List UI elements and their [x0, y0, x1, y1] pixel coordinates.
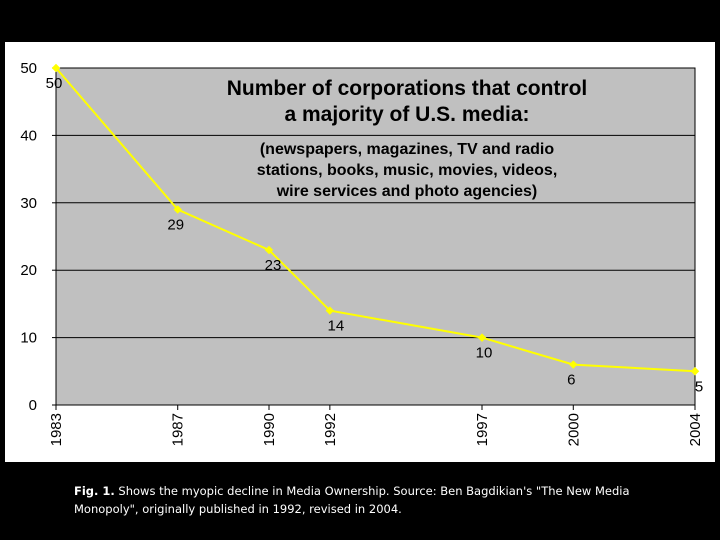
- chart-title-line-1: Number of corporations that control: [227, 77, 588, 100]
- x-tick-label-1987: 1987: [170, 413, 187, 446]
- line-chart: 0 10 20 30 40 50 1983 1987 1990 1992 1997 2000 2004 5…: [20, 60, 704, 446]
- plot-area: [55, 67, 696, 406]
- y-tick-label-20: 20: [20, 262, 37, 279]
- chart-title-line-2: a majority of U.S. media:: [284, 103, 529, 126]
- caption-figure-label: Fig. 1.: [74, 484, 115, 498]
- data-point-1987: [173, 205, 182, 214]
- chart-subtitle-line-2: stations, books, music, movies, videos,: [257, 162, 558, 179]
- x-tick-label-2000: 2000: [565, 413, 582, 446]
- y-tick-label-40: 40: [20, 127, 37, 144]
- chart-panel: 0 10 20 30 40 50 1983 1987 1990 1992 1997 2000 2004 5…: [5, 42, 715, 462]
- chart-subtitle-line-1: (newspapers, magazines, TV and radio: [260, 141, 555, 158]
- chart-subtitle-line-3: wire services and photo agencies): [276, 183, 538, 200]
- data-point-1983: [51, 63, 61, 73]
- data-label-1990: 23: [265, 257, 282, 274]
- x-tick-label-1990: 1990: [261, 413, 278, 446]
- data-label-2000: 6: [567, 372, 575, 389]
- data-point-2004: [690, 367, 700, 376]
- data-point-1992: [325, 306, 335, 315]
- y-tick-label-50: 50: [20, 60, 37, 77]
- x-tick-label-1983: 1983: [48, 413, 65, 446]
- x-tick-label-2004: 2004: [687, 413, 704, 446]
- data-point-1990: [264, 245, 274, 255]
- data-label-1992: 14: [328, 318, 345, 335]
- data-point-1997: [477, 333, 487, 342]
- x-tick-label-1997: 1997: [474, 413, 491, 446]
- data-label-1987: 29: [167, 217, 184, 234]
- caption-text: Shows the myopic decline in Media Owners…: [74, 484, 630, 516]
- y-tick-label-30: 30: [20, 195, 37, 212]
- data-label-1997: 10: [476, 345, 493, 362]
- data-label-1983: 50: [46, 75, 63, 92]
- data-point-2000: [569, 360, 578, 369]
- data-label-2004: 5: [695, 378, 703, 395]
- y-tick-label-0: 0: [29, 397, 37, 414]
- x-tick-label-1992: 1992: [322, 413, 339, 446]
- figure-caption: Fig. 1. Shows the myopic decline in Medi…: [74, 482, 674, 518]
- y-tick-label-10: 10: [20, 330, 37, 347]
